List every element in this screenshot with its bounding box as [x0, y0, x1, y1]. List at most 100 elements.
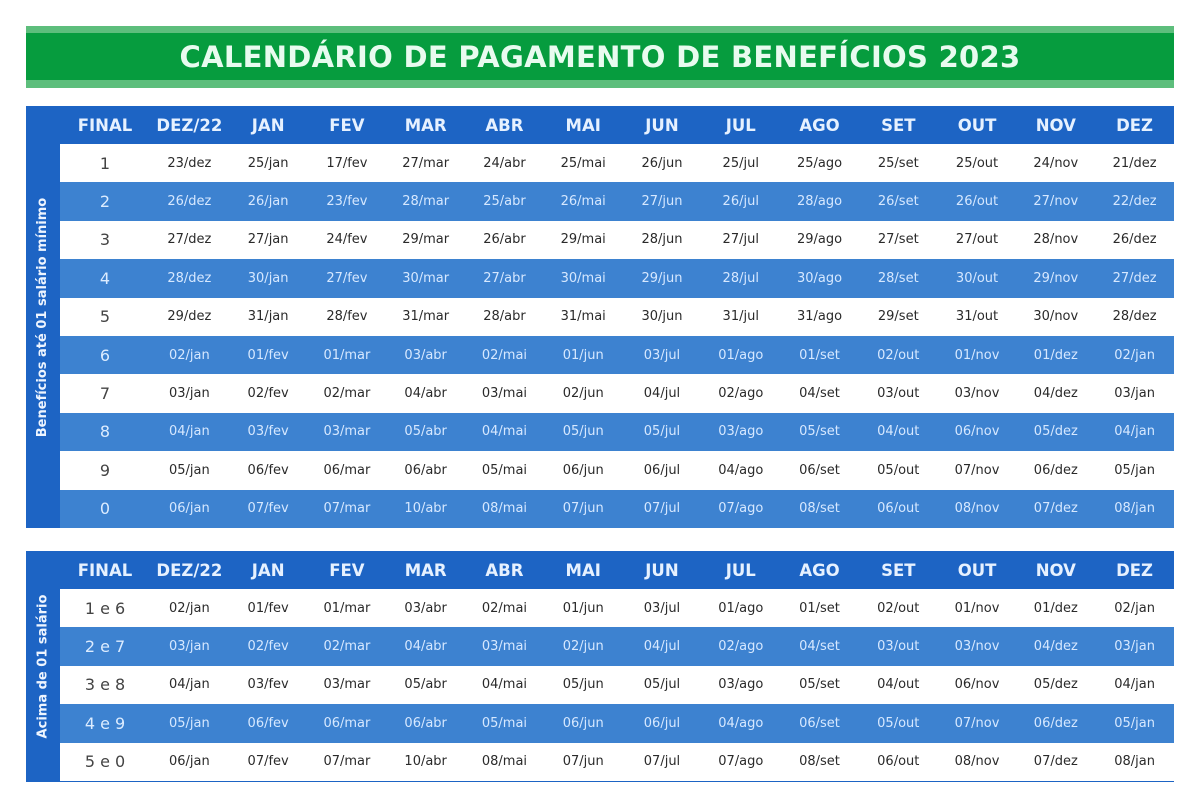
payment-date-cell: 03/out — [877, 386, 920, 402]
table-row: 5 e 0 06/jan 07/fev 07/mar 10/abr 08/mai 07/ju… — [60, 742, 1174, 781]
payment-date-cell: 04/out — [877, 677, 920, 693]
payment-date-cell: 01/dez — [1033, 600, 1078, 616]
payment-date-cell: 01/set — [799, 600, 840, 616]
payment-date-cell: 05/jan — [169, 715, 210, 731]
payment-date-cell: 27/jun — [641, 194, 683, 210]
payment-date-cell: 27/jul — [722, 232, 759, 248]
payment-date-cell: 27/set — [877, 232, 919, 248]
payment-date-cell: 23/fev — [326, 194, 368, 210]
payment-date-cell: 01/fev — [247, 600, 289, 616]
payment-date-cell: 25/out — [955, 155, 999, 171]
payment-date-cell: 05/dez — [1033, 677, 1078, 693]
table-row: 6 02/jan 01/fev 01/mar 03/abr 02/mai 01/jun 03/… — [60, 335, 1174, 375]
payment-date-cell: 27/nov — [1033, 194, 1079, 210]
final-digit-cell: 6 — [99, 345, 111, 365]
payment-date-cell: 29/mar — [402, 232, 450, 248]
payment-date-cell: 03/mar — [323, 424, 371, 440]
payment-date-cell: 06/jun — [562, 462, 604, 478]
payment-date-cell: 05/dez — [1033, 424, 1078, 440]
payment-date-cell: 03/nov — [954, 639, 1000, 655]
table-row: 4 e 9 05/jan 06/fev 06/mar 06/abr 05/mai 06/ju… — [60, 704, 1174, 743]
payment-date-cell: 06/abr — [404, 462, 447, 478]
payment-date-cell: 08/mai — [481, 754, 528, 770]
payment-date-cell: 03/fev — [247, 677, 289, 693]
payment-date-cell: 06/out — [877, 754, 920, 770]
payment-date-cell: 25/ago — [796, 155, 843, 171]
payment-date-cell: 03/ago — [718, 424, 764, 440]
payment-date-cell: 26/set — [877, 194, 919, 210]
side-label: Benefícios até 01 salário mínimo — [35, 197, 51, 437]
payment-date-cell: 05/jun — [562, 677, 604, 693]
side-label: Acima de 01 salário — [35, 594, 51, 739]
payment-date-cell: 27/abr — [483, 270, 526, 286]
header-month: NOV — [1035, 560, 1076, 580]
payment-date-cell: 05/set — [799, 677, 840, 693]
final-digit-cell: 5 e 0 — [84, 752, 126, 772]
payment-date-cell: 06/mar — [323, 715, 371, 731]
payment-date-cell: 03/nov — [954, 386, 1000, 402]
payment-date-cell: 06/dez — [1033, 462, 1078, 478]
payment-date-cell: 02/jan — [1114, 347, 1155, 363]
payment-date-cell: 02/fev — [247, 639, 289, 655]
payment-date-cell: 04/jan — [1114, 424, 1155, 440]
payment-date-cell: 07/dez — [1033, 501, 1078, 517]
payment-date-cell: 27/jan — [247, 232, 289, 248]
final-digit-cell: 8 — [99, 422, 111, 442]
payment-date-cell: 05/jan — [1114, 462, 1155, 478]
payment-date-cell: 24/nov — [1033, 155, 1079, 171]
payment-date-cell: 01/nov — [954, 600, 1000, 616]
payment-date-cell: 07/fev — [247, 754, 289, 770]
payment-date-cell: 25/jul — [722, 155, 759, 171]
payment-date-cell: 22/dez — [1112, 194, 1157, 210]
payment-date-cell: 29/jun — [641, 270, 683, 286]
header-month: DEZ — [1116, 560, 1154, 580]
table-row: 0 06/jan 07/fev 07/mar 10/abr 08/mai 07/jun 07/… — [60, 489, 1174, 528]
payment-date-cell: 04/jul — [643, 639, 681, 655]
payment-date-cell: 05/abr — [404, 424, 447, 440]
payment-date-cell: 04/mai — [481, 424, 528, 440]
payment-date-cell: 01/jun — [562, 600, 604, 616]
payment-date-cell: 01/ago — [718, 347, 764, 363]
payment-date-cell: 08/jan — [1114, 754, 1155, 770]
final-digit-cell: 9 — [99, 460, 111, 480]
payment-date-cell: 03/mai — [481, 639, 528, 655]
header-month: DEZ/22 — [156, 560, 223, 580]
payment-date-cell: 05/mai — [481, 462, 528, 478]
header-month: JUN — [645, 115, 679, 135]
payment-date-cell: 03/ago — [718, 677, 764, 693]
payment-date-cell: 05/out — [877, 462, 920, 478]
payment-date-cell: 02/out — [877, 600, 920, 616]
header-month: JAN — [251, 560, 285, 580]
payment-date-cell: 04/jan — [169, 677, 210, 693]
header-month: ABR — [485, 115, 524, 135]
payment-date-cell: 03/mai — [481, 386, 528, 402]
header-month: JUL — [725, 115, 756, 135]
payment-date-cell: 27/dez — [1112, 270, 1157, 286]
payment-date-cell: 04/ago — [718, 462, 764, 478]
payment-date-cell: 31/mar — [402, 309, 450, 325]
payment-date-cell: 04/ago — [718, 715, 764, 731]
payment-date-cell: 06/jan — [169, 501, 210, 517]
table-row: 5 29/dez 31/jan 28/fev 31/mar 28/abr 31/mai 30/… — [60, 297, 1174, 336]
payment-date-cell: 04/dez — [1033, 639, 1078, 655]
table2-grid: FINAL DEZ/22 JAN FEV MAR ABR MAI JUN JUL AGO SET OU… — [60, 551, 1174, 781]
payment-date-cell: 06/dez — [1033, 715, 1078, 731]
payment-date-cell: 31/out — [955, 309, 999, 325]
header-month: AGO — [799, 115, 840, 135]
payment-date-cell: 06/jan — [169, 754, 210, 770]
payment-date-cell: 30/nov — [1033, 309, 1079, 325]
header-month: FEV — [329, 115, 365, 135]
payment-date-cell: 01/mar — [323, 600, 371, 616]
payment-date-cell: 24/abr — [483, 155, 526, 171]
payment-date-cell: 03/jan — [169, 386, 210, 402]
header-month: MAI — [565, 560, 601, 580]
payment-date-cell: 26/abr — [483, 232, 526, 248]
payment-date-cell: 31/jul — [722, 309, 759, 325]
payment-date-cell: 29/nov — [1033, 270, 1079, 286]
payment-date-cell: 04/mai — [481, 677, 528, 693]
table-row: 2 26/dez 26/jan 23/fev 28/mar 25/abr 26/mai 27/… — [60, 182, 1174, 221]
header-month: AGO — [799, 560, 840, 580]
payment-date-cell: 23/dez — [167, 155, 212, 171]
payment-date-cell: 07/nov — [954, 715, 1000, 731]
header-month: SET — [881, 115, 916, 135]
